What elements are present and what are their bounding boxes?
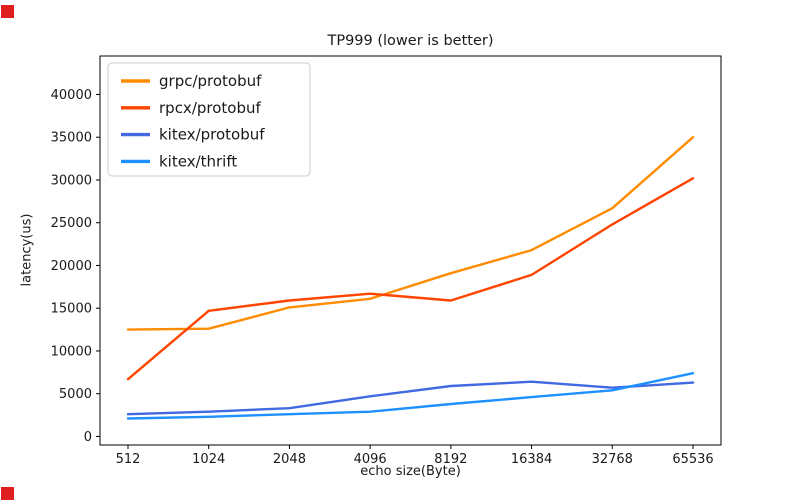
x-axis-tick-label: 512	[116, 452, 141, 467]
chart-title: TP999 (lower is better)	[327, 33, 494, 49]
series-line-kitex-thrift	[126, 372, 695, 420]
x-axis-tick-label: 2048	[273, 452, 306, 467]
legend-label-rpcx-protobuf: rpcx/protobuf	[159, 99, 261, 117]
legend-box	[107, 62, 311, 177]
screen-capture-marker-top-left	[1, 5, 14, 18]
x-axis-tick-label: 8192	[434, 452, 467, 467]
x-axis-tick-label: 65536	[672, 452, 713, 467]
screen-capture-marker-bottom-left	[1, 487, 14, 500]
y-axis-tick-label: 5000	[59, 387, 92, 402]
y-axis-label: latency(us)	[19, 213, 35, 287]
y-axis-tick-label: 25000	[51, 216, 92, 231]
y-axis-tick-label: 15000	[51, 302, 92, 317]
y-axis-tick-label: 20000	[51, 259, 92, 274]
legend-label-grpc-protobuf: grpc/protobuf	[159, 72, 262, 90]
y-axis-tick-label: 30000	[51, 173, 92, 188]
x-axis-tick-label: 4096	[354, 452, 387, 467]
y-axis-tick-label: 10000	[51, 344, 92, 359]
x-axis-tick-label: 32768	[592, 452, 633, 467]
y-axis-tick-label: 35000	[51, 131, 92, 146]
x-axis-label: echo size(Byte)	[360, 464, 461, 479]
x-axis-tick-label: 16384	[511, 452, 552, 467]
y-axis-tick-label: 0	[84, 430, 92, 445]
series-line-rpcx-protobuf	[126, 177, 695, 381]
plot-border	[99, 55, 722, 446]
x-axis-tick-label: 1024	[192, 452, 225, 467]
series-line-grpc-protobuf	[126, 135, 695, 331]
legend-label-kitex-protobuf: kitex/protobuf	[159, 126, 265, 144]
y-axis-tick-label: 40000	[51, 88, 92, 103]
legend-label-kitex-thrift: kitex/thrift	[159, 152, 237, 170]
series-line-kitex-protobuf	[126, 380, 695, 416]
